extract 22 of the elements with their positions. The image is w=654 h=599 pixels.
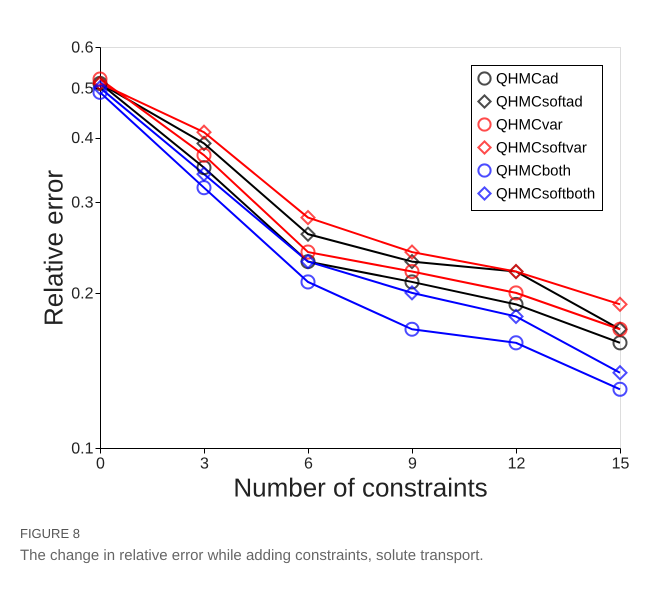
x-axis-title: Number of constraints <box>233 472 488 502</box>
text: The change in relative error while adding constraints, solute transport. <box>20 547 484 564</box>
y-tick-label: 0.2 <box>71 285 94 302</box>
legend-label: QHMCvar <box>496 116 563 134</box>
x-tick-label: 12 <box>508 456 526 472</box>
x-tick-label: 3 <box>200 456 210 472</box>
legend-label: QHMCboth <box>496 162 572 180</box>
y-tick-label: 0.3 <box>71 194 94 212</box>
legend-label: QHMCsoftvar <box>496 140 587 156</box>
x-tick-label: 15 <box>612 456 630 472</box>
y-axis-title: Relative error <box>38 170 68 326</box>
x-tick-label: 0 <box>96 456 106 472</box>
legend-label: QHMCsoftad <box>496 94 583 110</box>
y-tick-label: 0.1 <box>71 440 94 458</box>
x-tick-label: 6 <box>304 456 314 472</box>
caption: FIGURE 8 <box>20 526 80 541</box>
y-tick-label: 0.4 <box>71 130 94 148</box>
legend-label: QHMCsoftboth <box>496 186 596 202</box>
legend-label: QHMCad <box>496 70 559 88</box>
y-tick-label: 0.6 <box>71 40 94 56</box>
x-tick-label: 9 <box>408 456 418 472</box>
y-tick-label: 0.5 <box>71 80 94 98</box>
